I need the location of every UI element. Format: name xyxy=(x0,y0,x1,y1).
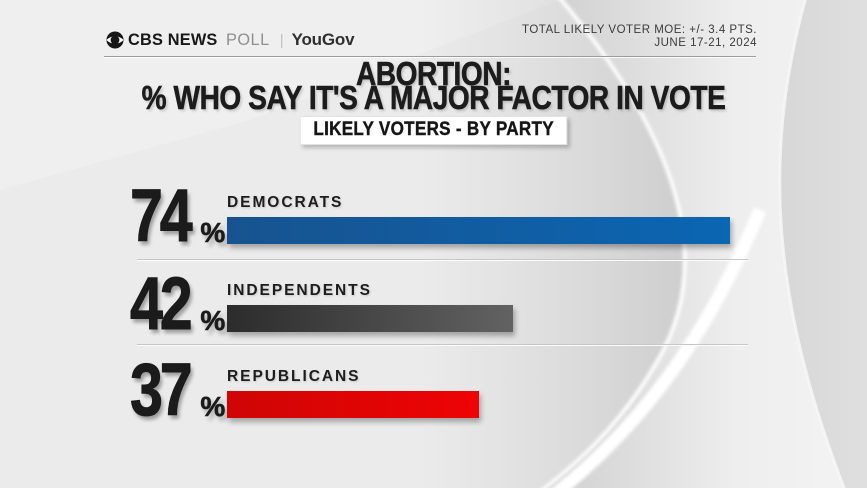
cbs-news-poll-logo: CBS NEWS POLL | YouGov xyxy=(106,30,355,50)
subtitle-wrap: LIKELY VOTERS - BY PARTY xyxy=(0,116,867,145)
bar-republicans xyxy=(227,391,479,418)
title-line2: % WHO SAY IT'S A MAJOR FACTOR IN VOTE xyxy=(141,79,726,116)
moe-line2: JUNE 17-21, 2024 xyxy=(654,37,757,49)
percent-sign: % xyxy=(200,391,226,422)
chart-subtitle: LIKELY VOTERS - BY PARTY xyxy=(299,116,568,145)
value-number: 37 xyxy=(130,348,193,431)
value-label-independents: 42 % xyxy=(130,262,227,345)
bar-chart: 74 % DEMOCRATS 42 % INDEPENDENTS 37 xyxy=(130,174,758,455)
row-divider xyxy=(137,259,748,260)
bar-democrats xyxy=(227,217,730,244)
header-divider xyxy=(104,56,756,57)
bar-independents xyxy=(227,305,513,332)
bar-row-democrats: 74 % DEMOCRATS xyxy=(130,174,730,257)
logo-cbs-news: CBS NEWS xyxy=(128,30,218,49)
cbs-eye-icon xyxy=(106,31,124,49)
value-number: 42 xyxy=(130,262,193,345)
moe-line1: TOTAL LIKELY VOTER MOE: +/- 3.4 PTS. xyxy=(522,24,757,36)
category-label-republicans: REPUBLICANS xyxy=(227,368,361,385)
logo-poll: POLL xyxy=(226,30,270,49)
logo-divider: | xyxy=(279,31,284,49)
percent-sign: % xyxy=(200,305,226,336)
bar-row-republicans: 37 % REPUBLICANS xyxy=(130,348,479,431)
value-number: 74 xyxy=(130,174,193,257)
percent-sign: % xyxy=(200,217,226,248)
logo-yougov: YouGov xyxy=(291,30,355,49)
category-label-independents: INDEPENDENTS xyxy=(227,282,372,299)
moe-note: TOTAL LIKELY VOTER MOE: +/- 3.4 PTS. JUN… xyxy=(522,24,757,50)
title-line1: ABORTION: xyxy=(355,55,512,92)
value-label-democrats: 74 % xyxy=(130,174,227,257)
value-label-republicans: 37 % xyxy=(130,348,227,431)
bar-row-independents: 42 % INDEPENDENTS xyxy=(130,262,513,345)
row-divider xyxy=(137,344,748,345)
category-label-democrats: DEMOCRATS xyxy=(227,194,344,211)
chart-title: ABORTION: % WHO SAY IT'S A MAJOR FACTOR … xyxy=(0,55,867,116)
